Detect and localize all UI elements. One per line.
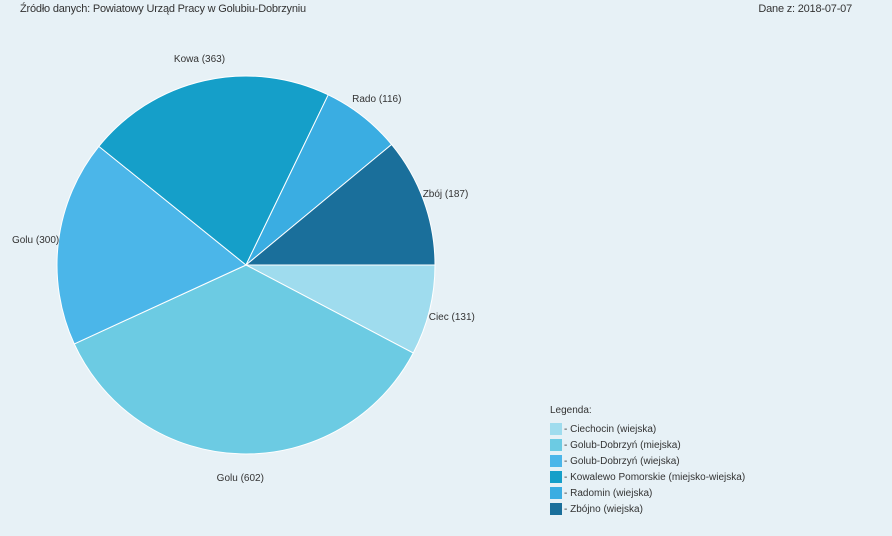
legend-item: - Kowalewo Pomorskie (miejsko-wiejska) [550,469,745,485]
legend-label: - Radomin (wiejska) [564,487,653,499]
slice-label: Golu (300) [12,235,59,246]
legend-item: - Zbójno (wiejska) [550,501,745,517]
legend-swatch [550,471,562,483]
pie-slice [73,264,414,455]
pie-slice [56,145,247,345]
slice-label: Ciec (131) [429,312,475,323]
legend-label: - Kowalewo Pomorskie (miejsko-wiejska) [564,471,746,483]
legend-item: - Radomin (wiejska) [550,485,745,501]
legend-swatch [550,455,562,467]
legend-label: - Zbójno (wiejska) [564,503,643,515]
legend-label: - Ciechocin (wiejska) [564,423,657,435]
legend-label: - Golub-Dobrzyń (wiejska) [564,455,680,467]
data-date: Dane z: 2018-07-07 [758,3,852,15]
legend-swatch [550,423,562,435]
slice-label: Golu (602) [217,473,264,484]
chart-legend: Legenda: - Ciechocin (wiejska) - Golub-D… [550,405,745,517]
legend-swatch [550,487,562,499]
legend-item: - Ciechocin (wiejska) [550,421,745,437]
legend-title: Legenda: [550,405,592,416]
legend-label: - Golub-Dobrzyń (miejska) [564,439,681,451]
data-source-note: Źródło danych: Powiatowy Urząd Pracy w G… [20,3,306,15]
slice-label: Kowa (363) [174,54,225,65]
legend-item: - Golub-Dobrzyń (wiejska) [550,453,745,469]
slice-label: Rado (116) [352,94,401,105]
legend-item: - Golub-Dobrzyń (miejska) [550,437,745,453]
legend-swatch [550,439,562,451]
pie-slice [98,75,329,266]
pie-slice [244,143,436,266]
slice-label: Zbój (187) [423,189,469,200]
legend-swatch [550,503,562,515]
